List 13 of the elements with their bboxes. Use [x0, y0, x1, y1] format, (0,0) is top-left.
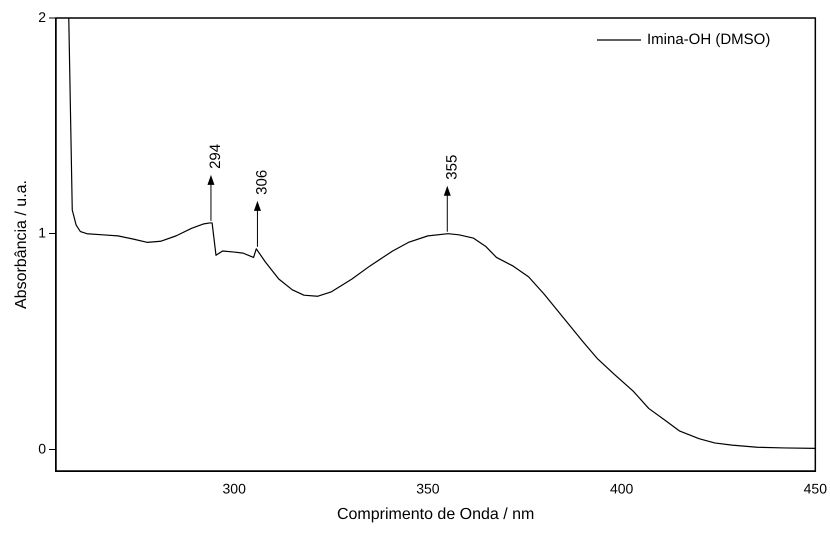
- x-tick-label: 300: [222, 480, 246, 496]
- annotation: 306: [254, 170, 271, 195]
- y-tick-label: 0: [38, 440, 46, 456]
- annotation: 355: [443, 154, 460, 180]
- legend-label: Imina-OH (DMSO): [646, 31, 770, 48]
- y-axis-title: Absorbância / u.a.: [13, 180, 30, 309]
- x-axis-title: Comprimento de Onda / nm: [336, 506, 534, 523]
- y-tick-label: 1: [38, 224, 46, 241]
- y-tick-label: 2: [38, 8, 46, 25]
- x-tick-label: 450: [804, 480, 828, 496]
- x-tick-label: 400: [610, 480, 634, 496]
- annotation: 294: [207, 144, 224, 169]
- x-tick-label: 350: [416, 480, 440, 496]
